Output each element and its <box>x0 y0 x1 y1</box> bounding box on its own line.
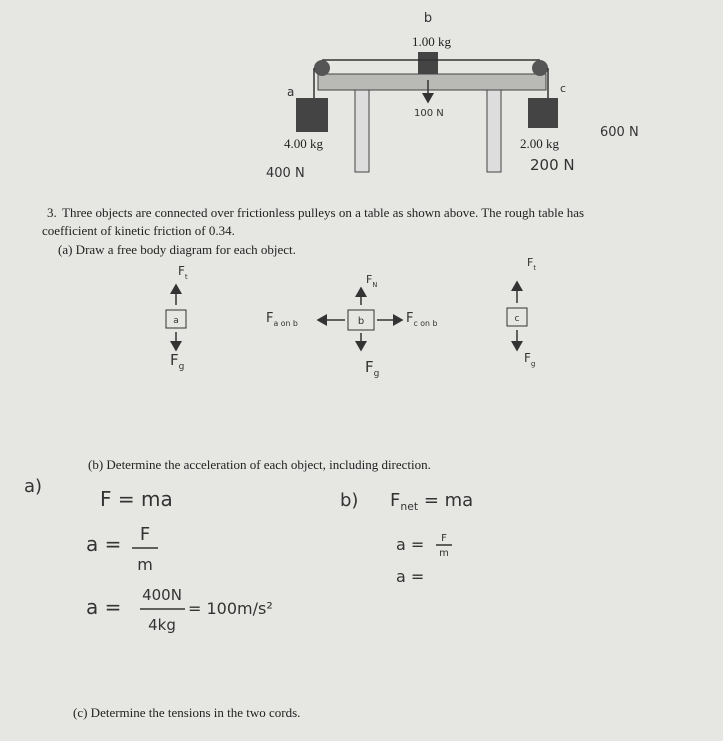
symbol: F <box>390 490 400 511</box>
numerator: 400N <box>142 586 182 604</box>
mass-label: 2.00 kg <box>520 136 560 151</box>
subscript: g <box>374 369 380 379</box>
symbol: F <box>365 358 374 376</box>
question-text: Three objects are connected over frictio… <box>62 205 584 220</box>
force-label: Fg <box>365 358 379 379</box>
question-number: 3. <box>47 205 57 220</box>
box <box>347 309 375 331</box>
force-label: Ft <box>527 256 536 272</box>
note: 600 N <box>600 125 639 140</box>
equation: a = <box>396 567 424 586</box>
equation: = 100m/s² <box>188 599 273 618</box>
symbol: F <box>527 256 533 269</box>
fbd-shapes <box>132 280 528 610</box>
answer-label: a) <box>24 476 42 497</box>
block-b <box>418 52 438 74</box>
box-label: a <box>173 316 179 326</box>
box <box>506 307 528 327</box>
subscript: t <box>185 272 188 281</box>
equation: Fnet = ma <box>390 490 473 513</box>
subscript: a on b <box>273 319 297 328</box>
mass-label: 4.00 kg <box>284 136 324 151</box>
equation: a = <box>86 595 121 619</box>
force-label: Fg <box>170 351 184 372</box>
pulley <box>314 60 330 76</box>
symbol: F <box>178 264 185 278</box>
subscript: c on b <box>413 319 437 328</box>
mass-label: 1.00 kg <box>412 34 452 49</box>
block-c <box>528 98 558 128</box>
denominator: 4kg <box>148 616 176 634</box>
numerator: F <box>140 524 150 545</box>
answer-label: b) <box>340 490 358 511</box>
symbol: F <box>170 351 179 369</box>
subscript: t <box>533 264 536 272</box>
label: a <box>287 85 294 99</box>
prompt: (b) Determine the acceleration of each o… <box>88 457 431 472</box>
symbol: F <box>266 311 273 326</box>
prompt: (a) Draw a free body diagram for each ob… <box>58 242 296 257</box>
box-label: b <box>358 316 364 327</box>
force-label: Ft <box>178 264 188 281</box>
pulley <box>532 60 548 76</box>
subscript: g <box>531 359 536 368</box>
prompt: (c) Determine the tensions in the two co… <box>73 705 300 720</box>
equation: a = <box>396 535 424 554</box>
rest: = ma <box>418 490 473 511</box>
equation: a = <box>86 532 121 556</box>
force-label: FN <box>366 273 377 289</box>
subscript: g <box>179 362 185 372</box>
table-diagram <box>296 52 558 173</box>
force-label: Fg <box>524 351 535 368</box>
symbol: F <box>524 351 531 365</box>
table-leg <box>354 89 370 173</box>
force-label: 400 N <box>266 166 305 181</box>
subscript: net <box>400 500 418 513</box>
label: b <box>424 11 432 26</box>
question-text: coefficient of kinetic friction of 0.34. <box>42 223 235 238</box>
force-label: Fc on b <box>406 311 437 328</box>
force-label: 200 N <box>530 156 575 174</box>
box-label: c <box>515 314 520 324</box>
numerator: F <box>441 533 447 544</box>
subscript: N <box>372 281 377 289</box>
force-label: 100 N <box>414 108 444 119</box>
equation: F = ma <box>100 487 173 511</box>
table-leg <box>486 89 502 173</box>
symbol: F <box>406 311 413 326</box>
table-top <box>317 73 547 91</box>
force-label: Fa on b <box>266 311 298 328</box>
denominator: m <box>439 548 449 559</box>
denominator: m <box>137 555 153 574</box>
box <box>165 309 187 329</box>
label: c <box>560 82 566 95</box>
block-a <box>296 98 328 132</box>
symbol: F <box>366 273 372 286</box>
